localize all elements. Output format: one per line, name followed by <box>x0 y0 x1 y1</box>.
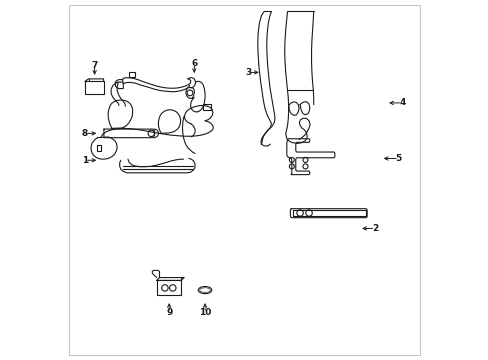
Ellipse shape <box>198 287 211 294</box>
Text: 3: 3 <box>244 68 251 77</box>
FancyBboxPatch shape <box>203 104 211 110</box>
Text: 4: 4 <box>398 98 405 107</box>
Text: 8: 8 <box>81 129 88 138</box>
FancyBboxPatch shape <box>129 72 135 77</box>
FancyBboxPatch shape <box>85 81 103 94</box>
Text: 7: 7 <box>91 61 98 70</box>
FancyBboxPatch shape <box>156 280 181 296</box>
Text: 10: 10 <box>199 308 211 317</box>
Text: 6: 6 <box>191 59 197 68</box>
Text: 9: 9 <box>165 308 172 317</box>
Ellipse shape <box>199 288 210 292</box>
Text: 1: 1 <box>81 156 88 165</box>
Text: 2: 2 <box>371 224 378 233</box>
Text: 5: 5 <box>395 154 401 163</box>
